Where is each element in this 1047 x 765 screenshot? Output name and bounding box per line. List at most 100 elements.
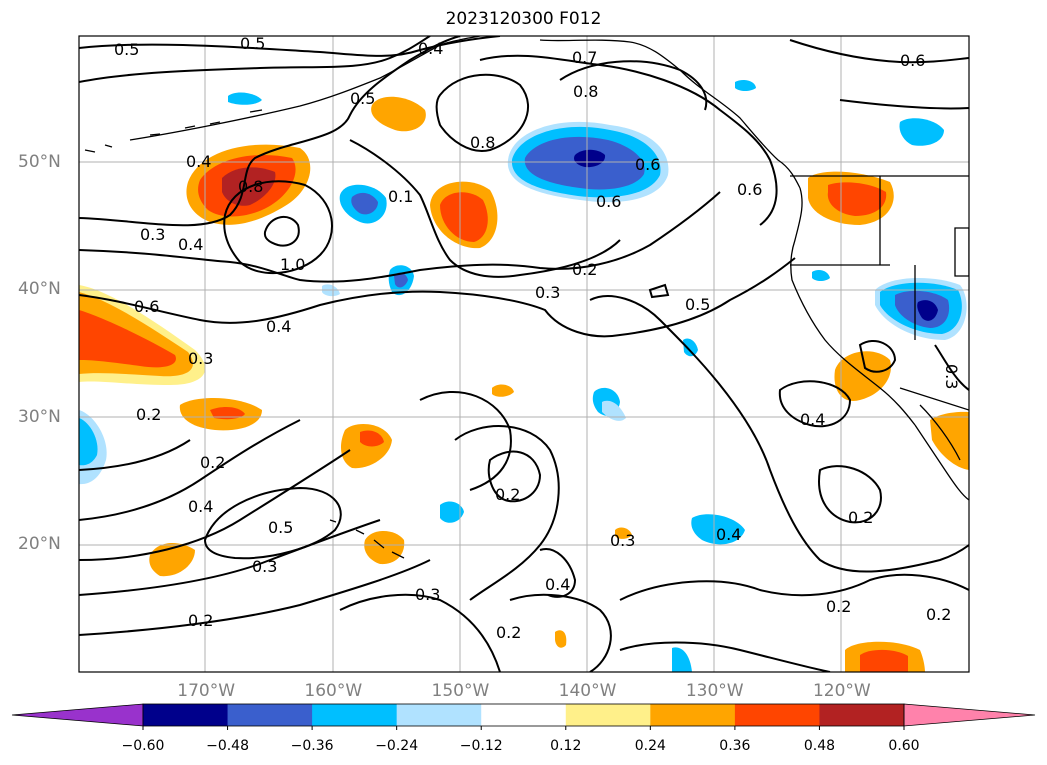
colorbar-segment — [650, 704, 736, 726]
longitude-label: 120°W — [812, 681, 871, 701]
longitude-label: 150°W — [431, 681, 490, 701]
colorbar-segment — [396, 704, 482, 726]
contour-label: 1.0 — [280, 255, 305, 274]
contour-label: 0.5 — [240, 34, 265, 53]
negative-anomaly-area — [574, 149, 606, 168]
colorbar-tick-label: 0.12 — [550, 738, 582, 754]
longitude-label: 160°W — [304, 681, 363, 701]
contour-label: 0.3 — [415, 585, 440, 604]
negative-anomaly-area — [672, 647, 692, 672]
longitude-label: 130°W — [685, 681, 744, 701]
contour-label: 0.3 — [610, 531, 635, 550]
contour-label: 0.4 — [545, 575, 570, 594]
latitude-label: 20°N — [18, 533, 61, 554]
negative-anomaly-area — [351, 192, 378, 215]
negative-anomaly-area — [440, 501, 464, 523]
contour-label: 0.6 — [635, 155, 660, 174]
colorbar-segment — [819, 704, 905, 726]
colorbar-tick-label: 0.48 — [803, 738, 836, 754]
contour-label: 0.2 — [188, 611, 213, 630]
negative-anomaly-area — [683, 338, 698, 357]
pacific-northwest-coast — [790, 187, 916, 426]
contour-label: 0.4 — [188, 497, 213, 516]
map-frame — [78, 35, 970, 673]
baja-coast — [914, 424, 969, 501]
contour-label: 0.2 — [496, 623, 521, 642]
negative-anomaly-area — [899, 118, 944, 146]
colorbar-extend-high — [903, 703, 1036, 727]
negative-anomaly-area — [228, 92, 262, 105]
gridlines — [79, 36, 969, 672]
colorbar-segment — [227, 704, 313, 726]
contour-label: 0.1 — [388, 187, 413, 206]
colorbar-tick-label: −0.12 — [459, 738, 503, 754]
contour-lines — [79, 36, 969, 672]
positive-anomaly-area — [360, 430, 384, 447]
contour-label: 0.3 — [188, 349, 213, 368]
colorbar-tick-label: −0.60 — [121, 738, 165, 754]
positive-anomaly-area — [860, 649, 908, 672]
colorbar-extend-low — [11, 703, 144, 727]
contour-label: 0.4 — [716, 525, 741, 544]
negative-anomaly-area — [394, 272, 408, 288]
contour-label: 0.5 — [350, 89, 375, 108]
baja-inner-coast — [919, 404, 961, 461]
negative-anomaly-area — [917, 300, 938, 321]
contour-label: 0.4 — [178, 235, 203, 254]
us-mexico-border — [899, 387, 969, 411]
colorbar-segment — [312, 704, 398, 726]
contour-label: 0.8 — [573, 82, 598, 101]
positive-anomaly-area — [371, 96, 426, 132]
shaded-anomaly-regions — [79, 80, 969, 672]
contour-label: 0.4 — [266, 317, 291, 336]
colorbar-tick-label: 0.36 — [719, 738, 751, 754]
contour-label: 0.2 — [136, 405, 161, 424]
colorbar-tick-label: −0.48 — [206, 738, 249, 754]
colorbar-segment — [734, 704, 820, 726]
contour-label: 0.2 — [495, 485, 520, 504]
contour-label: 0.3 — [535, 283, 560, 302]
colorbar-border — [142, 703, 905, 727]
contour-label: 0.6 — [134, 297, 159, 316]
colorbar-segment — [481, 704, 567, 726]
contour-label: 0.2 — [572, 260, 597, 279]
contour-label: 0.2 — [826, 597, 851, 616]
positive-anomaly-area — [440, 192, 488, 242]
contour-label: 0.2 — [848, 508, 873, 527]
negative-anomaly-area — [735, 80, 756, 91]
contour-label: 0.3 — [140, 225, 165, 244]
contour-label: 0.5 — [114, 40, 139, 59]
map-title: 2023120300 F012 — [445, 9, 602, 29]
contour-label: 0.5 — [685, 295, 710, 314]
contour-label: 0.6 — [596, 192, 621, 211]
us-state-border — [790, 176, 916, 340]
contour-label: 0.4 — [418, 39, 443, 58]
negative-anomaly-area — [79, 418, 98, 466]
longitude-label: 140°W — [558, 681, 617, 701]
aleutian-islands — [84, 109, 263, 153]
contour-label: 0.8 — [238, 177, 263, 196]
contour-label: 0.6 — [900, 51, 925, 70]
latitude-label: 50°N — [18, 152, 61, 173]
positive-anomaly-area — [79, 310, 176, 368]
contour-labels: 0.5 0.5 0.4 0.7 0.6 0.8 0.5 0.8 0.4 0.8 … — [114, 34, 961, 642]
east-edge-box — [954, 227, 969, 277]
colorbar-tick-label: 0.24 — [634, 738, 666, 754]
negative-anomaly-area — [691, 514, 745, 545]
positive-anomaly-area — [492, 384, 514, 397]
contour-label: 0.3 — [942, 364, 961, 389]
colorbar-tick-label: −0.36 — [290, 738, 334, 754]
contour-label: 0.5 — [268, 518, 293, 537]
contour-label: 0.2 — [200, 453, 225, 472]
contour-label: 0.2 — [926, 605, 951, 624]
positive-anomaly-area — [827, 182, 887, 216]
colorbar — [11, 703, 1036, 730]
positive-anomaly-area — [210, 406, 245, 420]
colorbar-tick-label: 0.60 — [888, 738, 920, 754]
contour-label: 0.3 — [252, 557, 277, 576]
colorbar-segment — [143, 704, 229, 726]
positive-anomaly-area — [555, 630, 567, 648]
contour-label: 0.7 — [572, 48, 597, 67]
contour-label: 0.4 — [800, 410, 825, 429]
